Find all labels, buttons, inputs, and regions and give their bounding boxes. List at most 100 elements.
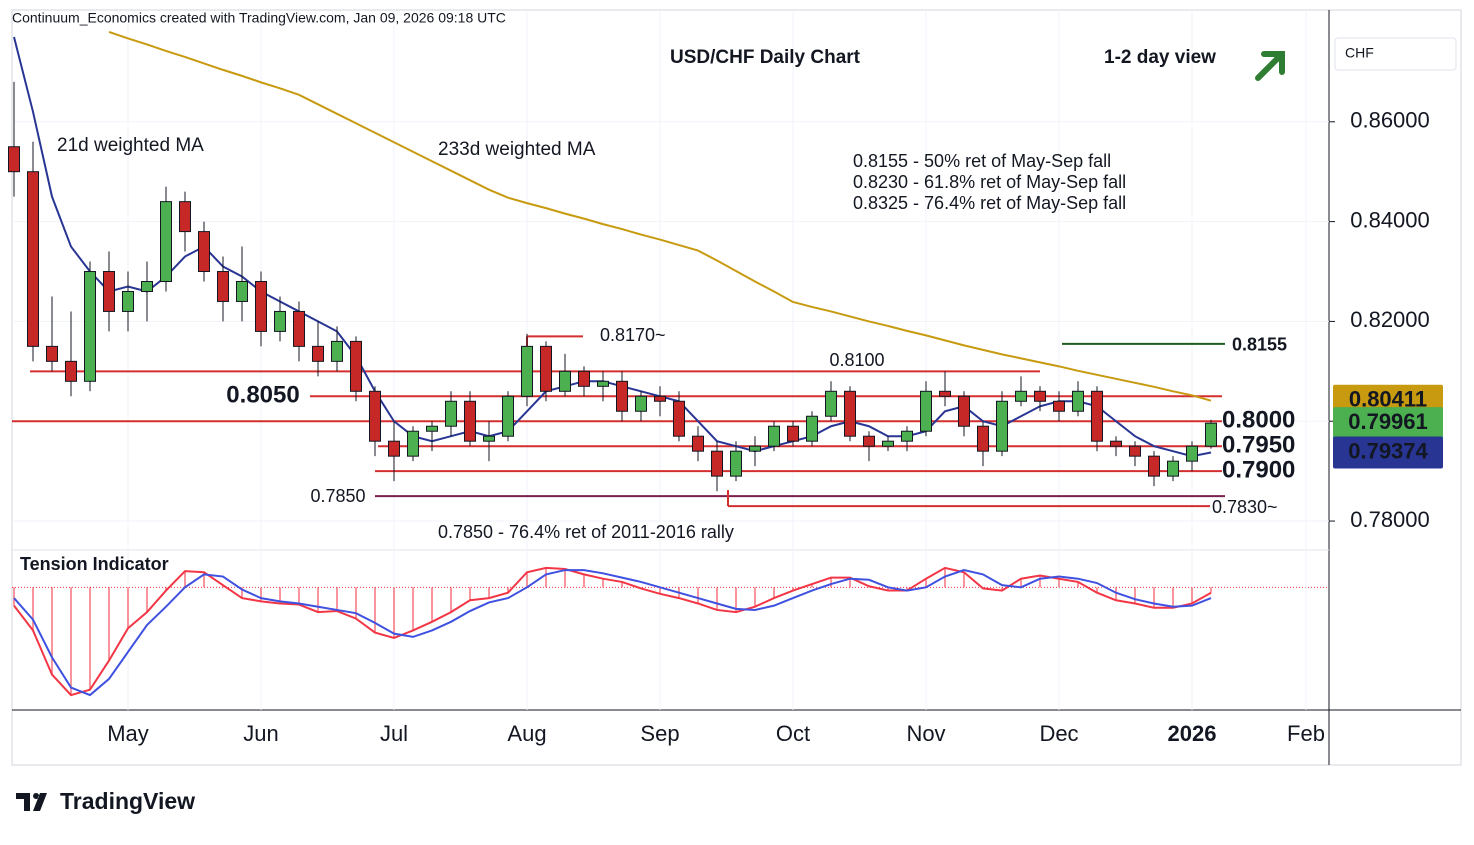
level-label: 0.8170~ (600, 325, 666, 345)
currency: CHF (1345, 45, 1374, 61)
level-label: 0.7850 (310, 486, 365, 506)
level-label: 0.8155 (1232, 335, 1287, 355)
x-tick-label: May (107, 721, 149, 746)
moving-average (13, 36, 1212, 458)
y-tick-label: 0.86000 (1350, 108, 1430, 133)
candle-body (1034, 390, 1046, 402)
candle-body (578, 370, 590, 387)
candle-body (939, 390, 951, 397)
y-tick-label: 0.82000 (1350, 307, 1430, 332)
note: 0.8155 - 50% ret of May-Sep fall (853, 151, 1111, 171)
price-tag-label: 0.79961 (1348, 409, 1428, 434)
candle-body (255, 280, 267, 332)
candle-body (1053, 400, 1065, 412)
grid (12, 10, 1329, 710)
candle-body (369, 390, 381, 442)
candle-body (711, 450, 723, 477)
candle-body (293, 310, 305, 347)
candle-body (198, 231, 210, 273)
view-label: 1-2 day view (1104, 47, 1216, 68)
x-tick-label: Aug (507, 721, 546, 746)
candle-body (749, 445, 761, 452)
candle-body (1129, 445, 1141, 457)
candle-body (1072, 390, 1084, 412)
candle-body (1110, 440, 1122, 447)
x-tick-label: Jun (243, 721, 278, 746)
x-tick-label: Sep (640, 721, 679, 746)
frame (11, 9, 1462, 766)
currency-box (1334, 37, 1457, 71)
candle-body (502, 395, 514, 437)
candle-body (673, 400, 685, 437)
price-tag (1333, 436, 1443, 469)
candle-body (8, 146, 20, 173)
logo: TradingView (16, 788, 195, 814)
candle-body (977, 425, 989, 452)
x-tick-label: 2026 (1168, 721, 1217, 746)
candle-body (1205, 422, 1217, 447)
candle-body (635, 395, 647, 412)
candle-body (654, 395, 666, 402)
candle-body (597, 380, 609, 387)
level-label: 0.8050 (226, 382, 299, 409)
candle-body (1148, 455, 1160, 477)
candle-body (445, 400, 457, 427)
candle-body (46, 345, 58, 362)
candle-body (217, 271, 229, 302)
level-label: 0.8000 (1222, 407, 1295, 434)
candle-body (407, 430, 419, 457)
candle-body (236, 280, 248, 302)
candle-body (122, 290, 134, 312)
candle-body (274, 310, 286, 332)
plot (8, 31, 1225, 697)
candle-body (540, 345, 552, 392)
moving-average (108, 31, 1212, 402)
y-tick-label: 0.84000 (1350, 207, 1430, 232)
candle-body (806, 415, 818, 442)
header: Continuum_Economics created with Trading… (12, 10, 506, 26)
ma-label: 21d weighted MA (57, 135, 204, 156)
support-note: 0.7850 - 76.4% ret of 2011-2016 rally (438, 522, 734, 542)
tension-line (13, 569, 1212, 697)
price-tag-label: 0.79374 (1348, 438, 1428, 463)
price-tag (1333, 407, 1443, 440)
brand: TradingView (60, 788, 195, 814)
candle-body (901, 430, 913, 442)
view-arrow (1255, 51, 1285, 81)
candle-body (825, 390, 837, 417)
candle-body (1015, 390, 1027, 402)
candle-body (787, 425, 799, 442)
candle-body (103, 271, 115, 312)
candle-body (65, 360, 77, 382)
candle-body (388, 440, 400, 457)
candle-body (1167, 460, 1179, 477)
level-label: 0.7950 (1222, 432, 1295, 459)
candle-body (331, 340, 343, 362)
candle-body (483, 435, 495, 442)
level-label: 0.7830~ (1212, 497, 1278, 517)
candle-body (692, 435, 704, 452)
chart-title: USD/CHF Daily Chart (670, 47, 861, 68)
x-tick-label: Oct (776, 721, 810, 746)
candle-body (863, 435, 875, 447)
x-tick-label: Nov (906, 721, 945, 746)
candle-body (350, 340, 362, 392)
candle-body (160, 201, 172, 282)
candle-body (844, 390, 856, 437)
candle-body (27, 171, 39, 347)
candle-body (996, 400, 1008, 452)
candle-body (768, 425, 780, 447)
ma-label: 233d weighted MA (438, 139, 596, 160)
candle-body (1186, 445, 1198, 462)
candle-body (616, 380, 628, 412)
candle-body (1091, 390, 1103, 442)
candle-body (730, 450, 742, 477)
candle-body (559, 370, 571, 392)
note: 0.8325 - 76.4% ret of May-Sep fall (853, 193, 1126, 213)
note: 0.8230 - 61.8% ret of May-Sep fall (853, 172, 1126, 192)
candle-body (312, 345, 324, 362)
candle-body (920, 390, 932, 432)
tension-title: Tension Indicator (20, 554, 169, 574)
